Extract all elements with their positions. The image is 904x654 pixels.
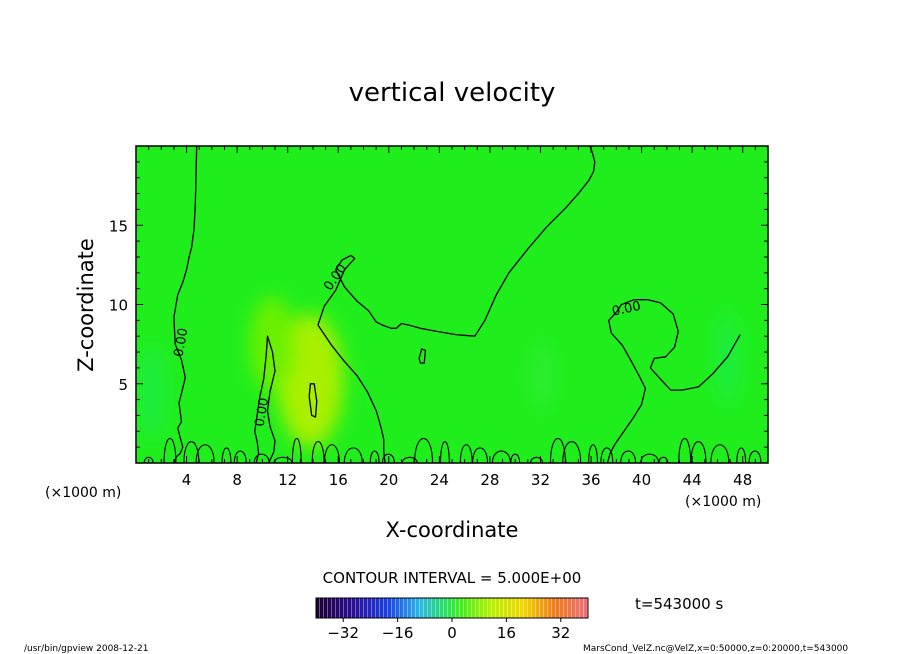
x-tick-label: 28: [480, 471, 499, 489]
surface-contour-18: [472, 447, 489, 463]
surface-contour-28: [658, 456, 669, 463]
x-axis-ticks: 4 8 12 16 20 24 28 32 36 40 44 48: [148, 146, 756, 489]
zero-contours: [143, 146, 762, 463]
colorbar-tick-label: −16: [382, 624, 414, 642]
surface-contour-15: [414, 437, 434, 463]
contour-line-5: [308, 383, 318, 418]
surface-contour-29: [678, 438, 692, 463]
surface-contour-3: [195, 444, 215, 463]
surface-contour-31: [710, 444, 730, 463]
surface-contour-17: [459, 444, 473, 463]
y-tick-label: 10: [109, 297, 128, 315]
surface-contour-16: [439, 441, 450, 463]
surface-contour-24: [588, 444, 599, 463]
colorbar-tick-label: 0: [447, 624, 457, 642]
surface-contour-0: [143, 456, 154, 463]
x-tick-label: 16: [329, 471, 348, 489]
contour-interval: CONTOUR INTERVAL = 5.000E+00: [323, 569, 582, 587]
x-tick-label: 20: [379, 471, 398, 489]
x-tick-label: 40: [632, 471, 651, 489]
velocity-shading: [139, 296, 739, 448]
x-tick-label: 8: [232, 471, 242, 489]
surface-contour-25: [600, 447, 614, 463]
surface-contour-4: [221, 447, 232, 463]
contour-line-1: [317, 146, 596, 337]
x-tick-label: 36: [581, 471, 600, 489]
surface-contour-9: [311, 441, 325, 463]
colorbar-tick-label: 16: [497, 624, 516, 642]
surface-contours: [143, 437, 762, 463]
y-tick-label: 15: [109, 217, 128, 235]
footer-right: MarsCond_VelZ.nc@VelZ,x=0:50000,z=0:2000…: [583, 644, 848, 654]
colorbar: −32 −16 0 16 32: [315, 597, 589, 642]
colorbar-stripes: [316, 598, 588, 618]
surface-contour-26: [620, 450, 637, 463]
surface-contour-30: [690, 441, 707, 463]
x-tick-label: 32: [531, 471, 550, 489]
shade-blob-3: [716, 310, 739, 406]
surface-contour-6: [253, 453, 270, 463]
x-unit-right: (×1000 m): [685, 494, 761, 510]
surface-contour-11: [343, 447, 363, 463]
contour-line-0: [173, 146, 198, 463]
contour-line-3: [615, 299, 741, 391]
shade-blob-2: [139, 344, 166, 440]
surface-contour-13: [381, 453, 395, 463]
surface-contour-19: [491, 450, 511, 463]
x-tick-label: 24: [430, 471, 449, 489]
colorbar-tick-label: 32: [551, 624, 570, 642]
shade-blob-1: [249, 296, 296, 392]
x-unit-left: (×1000 m): [45, 485, 121, 501]
colorbar-tick-label: −32: [327, 624, 359, 642]
time-label: t=543000 s: [635, 595, 723, 613]
y-axis-ticks: 5 10 15: [109, 161, 768, 448]
y-tick-label: 5: [118, 376, 128, 394]
surface-contour-14: [401, 456, 418, 463]
shade-blob-4: [530, 340, 554, 411]
y-axis-label: Z-coordinate: [74, 238, 98, 372]
surface-contour-22: [549, 438, 566, 463]
surface-contour-2: [183, 441, 200, 463]
surface-contour-20: [510, 453, 521, 463]
contour-line-4: [606, 311, 647, 463]
plot-background: [136, 146, 768, 463]
contour-label-3: 0.00: [611, 299, 642, 320]
x-tick-label: 48: [733, 471, 752, 489]
colorbar-ticks: −32 −16 0 16 32: [327, 618, 570, 642]
surface-contour-12: [369, 450, 380, 463]
surface-contour-23: [562, 441, 582, 463]
x-tick-label: 12: [278, 471, 297, 489]
contour-line-7: [254, 335, 276, 463]
contour-line-2: [317, 324, 386, 463]
surface-contour-33: [748, 450, 762, 463]
contour-line-6: [418, 348, 427, 364]
surface-contour-21: [530, 456, 544, 463]
contour-label-2: 0.00: [253, 397, 273, 428]
surface-contour-32: [736, 447, 747, 463]
x-tick-label: 4: [182, 471, 192, 489]
surface-contour-1: [163, 438, 177, 463]
surface-contour-8: [291, 438, 302, 463]
x-tick-label: 44: [683, 471, 702, 489]
chart-title: vertical velocity: [349, 78, 556, 108]
x-axis-label: X-coordinate: [386, 518, 519, 542]
plot-area: 0.000.000.000.00 4 8 12 16 20 24 28 32 36 40 44 48 …: [109, 145, 769, 489]
surface-contour-5: [233, 450, 247, 463]
footer-left: /usr/bin/gpview 2008-12-21: [24, 644, 148, 654]
surface-contour-10: [323, 444, 340, 463]
contour-label-0: 0.00: [172, 327, 192, 358]
